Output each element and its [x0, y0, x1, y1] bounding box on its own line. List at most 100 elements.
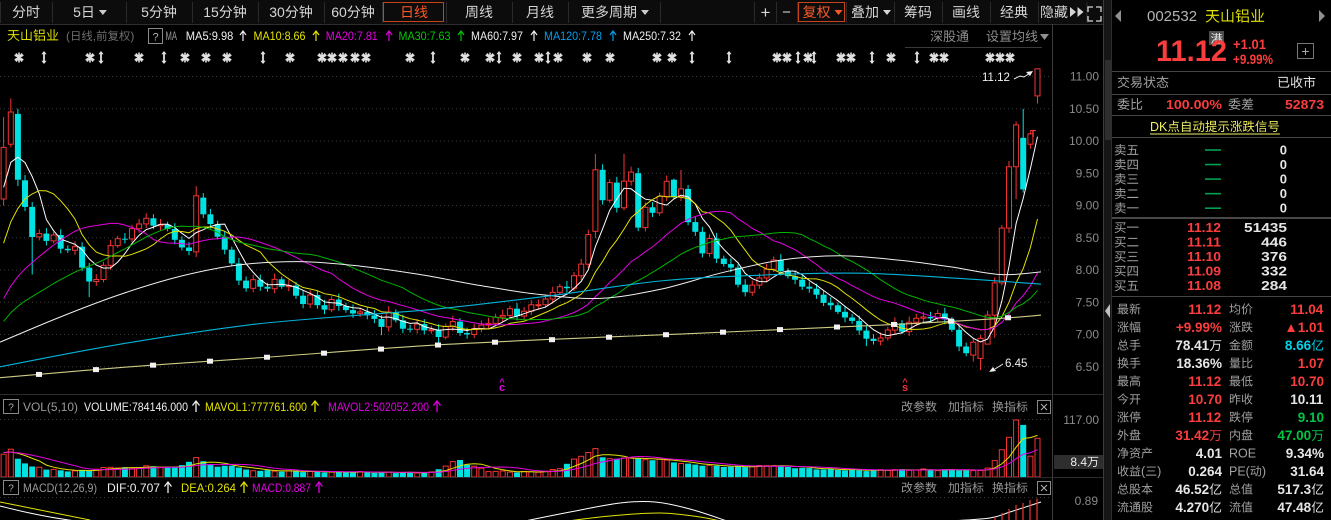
- svg-text:MACD(12,26,9): MACD(12,26,9): [23, 481, 97, 495]
- svg-text:11.10: 11.10: [1187, 249, 1221, 264]
- svg-text:MA250:7.32: MA250:7.32: [623, 29, 681, 43]
- svg-text:11.09: 11.09: [1187, 264, 1221, 279]
- svg-text:?: ?: [152, 32, 158, 44]
- svg-text:MACD:0.887: MACD:0.887: [252, 481, 311, 495]
- svg-text:10.11: 10.11: [1290, 392, 1324, 407]
- svg-text:0: 0: [1280, 172, 1287, 187]
- svg-text:10.00: 10.00: [1069, 134, 1099, 148]
- svg-text:47.00: 47.00: [1277, 428, 1311, 443]
- svg-text:11.08: 11.08: [1187, 278, 1221, 293]
- svg-text:MA5:9.98: MA5:9.98: [186, 29, 234, 43]
- svg-text:?: ?: [8, 484, 14, 495]
- svg-text:MA120:7.78: MA120:7.78: [544, 29, 602, 43]
- svg-text:+1.01: +1.01: [1233, 36, 1266, 52]
- svg-text:s: s: [902, 382, 908, 394]
- svg-text:0.89: 0.89: [1075, 494, 1099, 508]
- svg-text:11.04: 11.04: [1290, 302, 1324, 317]
- svg-text:7.00: 7.00: [1076, 328, 1100, 342]
- svg-text:+: +: [1301, 43, 1309, 59]
- svg-text:11.00: 11.00: [1070, 70, 1099, 84]
- svg-text:^: ^: [499, 377, 505, 387]
- svg-text:MAVOL1:777761.600: MAVOL1:777761.600: [205, 400, 307, 414]
- svg-text:100.00%: 100.00%: [1166, 97, 1222, 112]
- svg-text:6.50: 6.50: [1076, 360, 1100, 374]
- svg-text:DK: DK: [1150, 120, 1168, 134]
- svg-text:11.12: 11.12: [1187, 220, 1221, 235]
- svg-text:▲1.01: ▲1.01: [1284, 320, 1324, 335]
- svg-text:+9.99%: +9.99%: [1176, 320, 1222, 335]
- svg-text:−: −: [782, 4, 791, 21]
- svg-text:^: ^: [902, 377, 908, 387]
- svg-text:c: c: [499, 382, 505, 394]
- svg-text:11.12: 11.12: [982, 72, 1010, 84]
- svg-text:9.10: 9.10: [1298, 410, 1324, 425]
- svg-text:117.00: 117.00: [1063, 413, 1099, 427]
- svg-text:+: +: [761, 3, 771, 22]
- svg-text:4.01: 4.01: [1196, 446, 1223, 461]
- svg-text:DEA:0.264: DEA:0.264: [181, 481, 236, 495]
- svg-text:11.12: 11.12: [1156, 35, 1227, 68]
- svg-text:VOLUME:784146.000: VOLUME:784146.000: [84, 400, 188, 414]
- svg-text:7.50: 7.50: [1076, 295, 1100, 309]
- svg-text:11.11: 11.11: [1187, 235, 1221, 250]
- svg-text:11.12: 11.12: [1188, 302, 1221, 317]
- svg-text:1.07: 1.07: [1298, 356, 1324, 371]
- svg-text:46.52: 46.52: [1175, 482, 1209, 497]
- svg-text:9.00: 9.00: [1076, 199, 1100, 213]
- svg-text:MA10:8.66: MA10:8.66: [254, 29, 306, 43]
- svg-text:): ): [130, 29, 134, 43]
- svg-text:): ): [1262, 465, 1266, 479]
- svg-text:30: 30: [269, 4, 285, 20]
- svg-text:78.41: 78.41: [1175, 338, 1209, 353]
- svg-text:(: (: [66, 29, 70, 43]
- svg-text:11.12: 11.12: [1188, 374, 1221, 389]
- svg-text:8.00: 8.00: [1076, 263, 1100, 277]
- svg-text:47.48: 47.48: [1277, 500, 1311, 515]
- svg-text:9.34%: 9.34%: [1286, 446, 1324, 461]
- svg-text:?: ?: [8, 403, 14, 414]
- svg-text:MA60:7.97: MA60:7.97: [471, 29, 523, 43]
- svg-text:52873: 52873: [1285, 97, 1324, 112]
- svg-text:332: 332: [1261, 264, 1287, 279]
- svg-text:4.270: 4.270: [1175, 500, 1209, 515]
- svg-text:(: (: [1141, 465, 1146, 479]
- svg-text:0: 0: [1280, 143, 1287, 158]
- svg-text:10.70: 10.70: [1188, 392, 1222, 407]
- svg-text:18.36%: 18.36%: [1176, 356, 1222, 371]
- svg-text:,: ,: [93, 29, 96, 43]
- svg-text:MAVOL2:502052.200: MAVOL2:502052.200: [328, 400, 429, 414]
- svg-text:DIF:0.707: DIF:0.707: [107, 481, 160, 495]
- svg-text:15: 15: [203, 4, 219, 20]
- svg-text:002532: 002532: [1147, 8, 1197, 25]
- svg-text:): ): [1157, 465, 1161, 479]
- svg-text:60: 60: [331, 4, 347, 20]
- svg-text:T: T: [1030, 129, 1036, 140]
- svg-text:446: 446: [1261, 235, 1287, 250]
- svg-text:VOL(5,10): VOL(5,10): [23, 400, 78, 414]
- svg-text:PE(: PE(: [1229, 465, 1251, 479]
- svg-text:8.66: 8.66: [1285, 338, 1312, 353]
- svg-text:0.264: 0.264: [1188, 464, 1222, 479]
- svg-text:ROE: ROE: [1229, 447, 1256, 461]
- svg-text:0: 0: [1280, 157, 1287, 172]
- svg-text:11.12: 11.12: [1188, 410, 1221, 425]
- svg-text:+9.99%: +9.99%: [1233, 51, 1273, 67]
- svg-text:9.50: 9.50: [1076, 166, 1100, 180]
- svg-text:31.42: 31.42: [1175, 428, 1209, 443]
- svg-text:376: 376: [1261, 249, 1287, 264]
- svg-text:10.70: 10.70: [1290, 374, 1324, 389]
- svg-text:284: 284: [1261, 278, 1288, 293]
- svg-text:MA20:7.81: MA20:7.81: [326, 29, 378, 43]
- svg-text:31.64: 31.64: [1290, 464, 1324, 479]
- svg-text:8.50: 8.50: [1076, 231, 1100, 245]
- svg-text:0: 0: [1280, 201, 1287, 216]
- svg-text:6.45: 6.45: [1005, 358, 1027, 370]
- svg-text:51435: 51435: [1244, 220, 1287, 235]
- svg-text:0: 0: [1280, 186, 1287, 201]
- svg-text:10.50: 10.50: [1069, 102, 1099, 116]
- svg-text:5: 5: [141, 4, 149, 20]
- svg-text:517.3: 517.3: [1277, 482, 1311, 497]
- svg-text:5: 5: [73, 4, 81, 20]
- svg-text:8.4: 8.4: [1070, 455, 1087, 469]
- svg-text:MA: MA: [166, 29, 178, 43]
